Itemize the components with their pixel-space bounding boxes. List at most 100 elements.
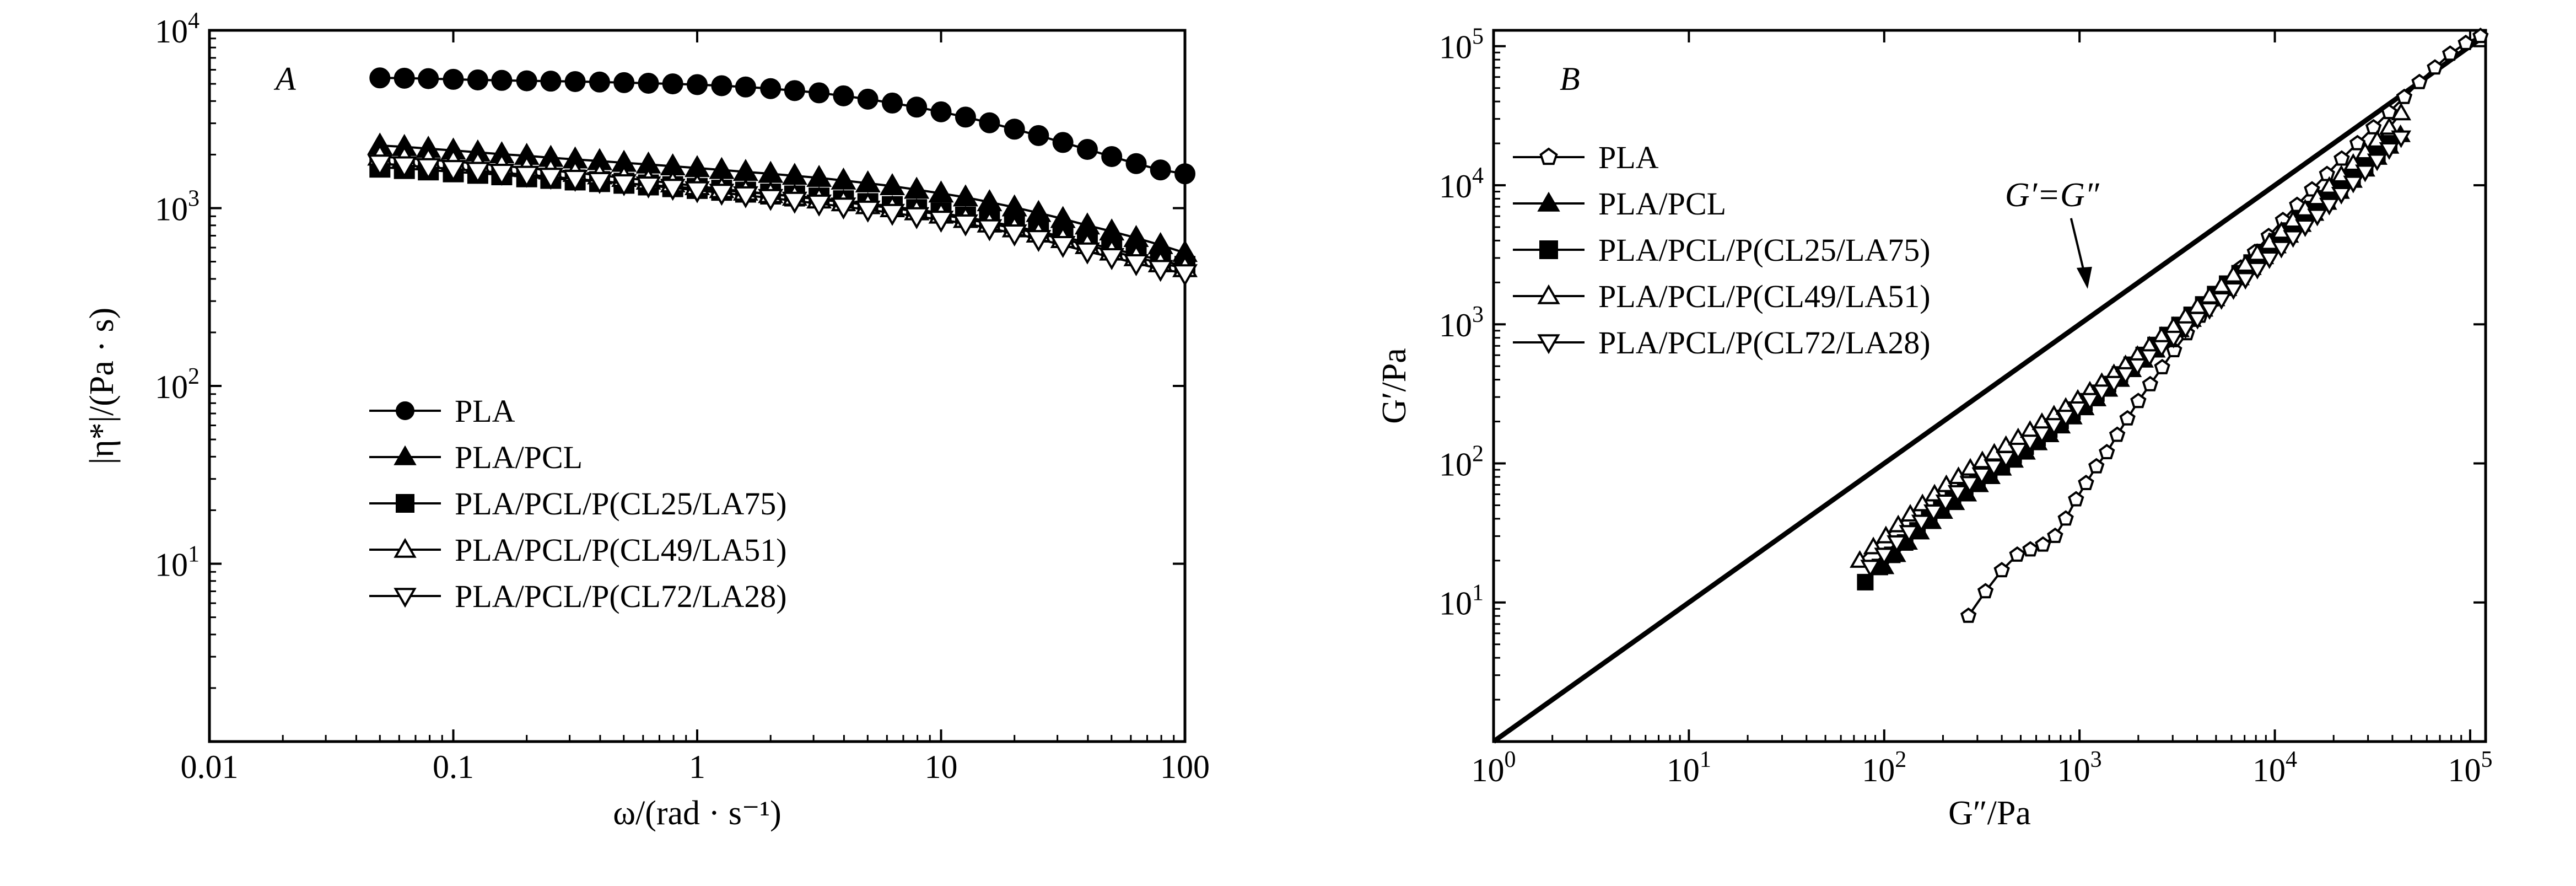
legend-marker <box>1539 147 1558 165</box>
data-point <box>1984 459 2004 477</box>
data-point <box>2109 426 2126 442</box>
x-tick-label: 10 <box>925 749 958 785</box>
x-tick-label-base: 10 <box>1862 752 1895 788</box>
data-point <box>2247 261 2268 280</box>
x-tick-label: 0.01 <box>181 749 239 785</box>
data-point <box>662 73 683 95</box>
data-point <box>586 171 612 194</box>
data-point <box>709 184 735 206</box>
data-point <box>2115 367 2136 385</box>
data-point <box>2142 375 2159 391</box>
data-point <box>2365 119 2382 135</box>
data-point <box>2199 302 2220 320</box>
data-point <box>1947 485 1968 503</box>
series-1 <box>369 67 1195 185</box>
y-tick-label: 104 <box>155 8 200 50</box>
y-tick-label-exp: 4 <box>188 8 200 34</box>
data-point <box>416 158 441 180</box>
legend-marker <box>396 401 414 420</box>
data-point <box>2319 197 2340 216</box>
data-point <box>2472 28 2489 44</box>
data-point <box>758 189 784 211</box>
y-tick-label: 102 <box>155 364 200 405</box>
y-tick-label-exp: 4 <box>1472 163 1484 189</box>
series-line <box>380 77 1185 175</box>
data-point <box>904 207 930 229</box>
data-point <box>2068 491 2084 507</box>
y-tick-label-exp: 3 <box>1472 302 1484 327</box>
data-point <box>2088 458 2105 474</box>
data-point <box>2104 375 2124 394</box>
legend-marker <box>1537 284 1560 304</box>
data-point <box>562 170 588 192</box>
data-point <box>952 214 978 237</box>
data-point <box>2259 251 2280 269</box>
data-point <box>2343 175 2364 194</box>
legend-marker <box>394 588 417 608</box>
panel-letter: B <box>1560 61 1580 97</box>
data-point <box>732 186 758 208</box>
y-tick-label: 103 <box>155 186 200 228</box>
data-point <box>660 179 686 201</box>
data-point <box>857 88 879 110</box>
data-point <box>687 74 708 95</box>
series-line <box>380 144 1185 254</box>
data-point <box>806 165 832 187</box>
x-tick-label: 102 <box>1862 747 1906 788</box>
data-point <box>2379 117 2400 135</box>
legend-label: PLA/PCL <box>1598 186 1726 222</box>
data-point <box>2078 475 2094 490</box>
data-point <box>2411 73 2428 89</box>
x-axis-title: G″/Pa <box>1948 794 2031 832</box>
x-tick-label-base: 10 <box>2057 752 2090 788</box>
data-point <box>928 211 954 233</box>
data-point <box>979 112 1000 133</box>
data-point <box>489 163 515 186</box>
data-point <box>538 168 564 190</box>
y-tick-label-base: 10 <box>1439 29 1472 66</box>
data-point <box>2019 434 2040 453</box>
data-point <box>930 101 952 122</box>
y-tick-label: 101 <box>155 542 200 583</box>
plot-frame <box>1492 29 2487 743</box>
legend-marker <box>1539 240 1558 259</box>
x-tick-label: 100 <box>1160 749 1210 785</box>
data-point <box>1923 504 1944 522</box>
y-tick-label-base: 10 <box>1439 307 1472 343</box>
data-point <box>1935 494 1956 513</box>
data-point <box>735 76 756 98</box>
data-point <box>2067 401 2088 419</box>
data-point <box>1052 132 1074 153</box>
data-point <box>760 78 782 99</box>
data-point <box>928 180 954 203</box>
data-point <box>540 71 562 92</box>
y-tick-label: 105 <box>1439 24 1484 66</box>
data-point <box>906 96 928 118</box>
y-tick-label-base: 10 <box>155 369 188 405</box>
data-point <box>1150 159 1171 181</box>
data-point <box>1857 573 1874 590</box>
data-point <box>2130 393 2147 409</box>
y-tick-label: 101 <box>1439 581 1484 622</box>
data-point <box>613 72 635 93</box>
data-point <box>1028 125 1049 146</box>
data-point <box>1101 146 1123 167</box>
data-point <box>2009 546 2025 562</box>
panel-b-chart: 100 101 102 103 104 105101102103104105G″/PaG′… <box>1376 24 2492 832</box>
data-point <box>2154 358 2170 374</box>
x-tick-label-exp: 2 <box>1895 747 1906 772</box>
data-point <box>2396 88 2413 104</box>
data-point <box>1971 467 1992 485</box>
data-point <box>684 181 710 203</box>
y-tick-label-exp: 5 <box>1472 24 1484 50</box>
data-point <box>2391 130 2412 148</box>
x-tick-label: 1 <box>689 749 705 785</box>
x-tick-label-exp: 5 <box>2481 747 2492 772</box>
data-point <box>1899 525 1920 543</box>
legend-label: PLA/PCL/P(CL49/LA51) <box>455 532 787 568</box>
data-point <box>1050 236 1076 259</box>
x-tick-label: 101 <box>1667 747 1711 788</box>
data-point <box>1125 153 1147 174</box>
